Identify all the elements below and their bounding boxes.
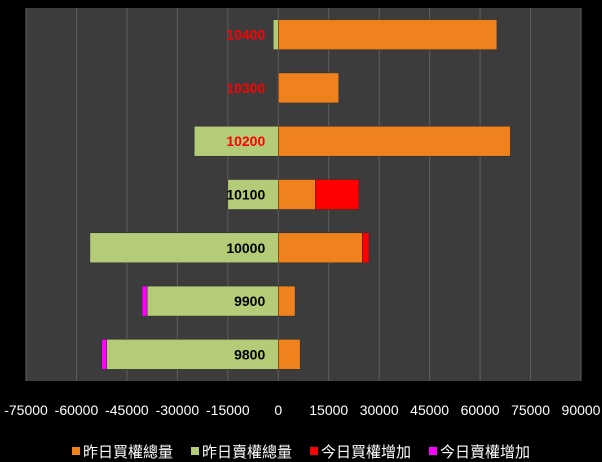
x-tick-label: 0 (274, 402, 282, 418)
bar-segment (106, 339, 279, 370)
x-tick-label: -60000 (55, 402, 99, 418)
bar-segment (278, 232, 363, 264)
category-label: 10200 (226, 133, 265, 149)
x-tick-label: 45000 (410, 402, 449, 418)
bar-segment (315, 179, 360, 210)
bar-segment (278, 285, 296, 317)
bar-segment (193, 125, 279, 157)
x-tick-label: 75000 (511, 402, 550, 418)
x-tick-label: 90000 (562, 402, 601, 418)
x-tick-label: 15000 (309, 402, 348, 418)
bar-segment (141, 285, 148, 317)
bar-segment (227, 179, 279, 210)
x-tick-label: -15000 (206, 402, 250, 418)
bar-segment (146, 285, 279, 317)
bar-segment (278, 72, 340, 104)
category-label: 10400 (226, 27, 265, 43)
legend-item: 今日賣權增加 (429, 441, 530, 462)
category-label: 10300 (226, 80, 265, 96)
legend-swatch (429, 447, 438, 455)
category-label: 9900 (234, 293, 265, 309)
bar-segment (278, 19, 498, 50)
bar-segment (362, 232, 370, 264)
legend-label: 昨日賣權總量 (201, 443, 292, 461)
legend-item: 今日買權增加 (310, 441, 411, 462)
x-tick-label: -45000 (105, 402, 149, 418)
legend-label: 今日賣權增加 (440, 443, 531, 461)
bar-segment (278, 179, 316, 210)
x-tick-label: 30000 (360, 402, 399, 418)
chart-svg: -75000 -60000 -45000 -30000 -15000 0 15000 3000… (4, 8, 601, 418)
x-tick-label: -75000 (4, 402, 48, 418)
legend-item: 昨日賣權總量 (190, 441, 292, 462)
category-label: 10000 (226, 240, 265, 256)
legend-swatch (71, 447, 80, 455)
legend-swatch (310, 447, 318, 455)
bar-segment (89, 232, 279, 264)
x-tick-label: 60000 (461, 402, 500, 418)
legend-swatch (190, 447, 199, 455)
bar-segment (278, 125, 511, 157)
bar-segment (278, 339, 301, 370)
legend-label: 昨日買權總量 (82, 443, 173, 461)
bar-segment (101, 339, 107, 370)
category-label: 9800 (234, 346, 265, 362)
bar-segment (272, 19, 279, 50)
category-label: 10100 (226, 187, 265, 203)
chart-legend: 昨日買權總量 昨日賣權總量 今日買權增加 今日賣權增加 (0, 440, 602, 462)
legend-item: 昨日買權總量 (71, 441, 173, 462)
x-tick-label: -30000 (156, 402, 200, 418)
legend-label: 今日買權增加 (321, 443, 412, 461)
